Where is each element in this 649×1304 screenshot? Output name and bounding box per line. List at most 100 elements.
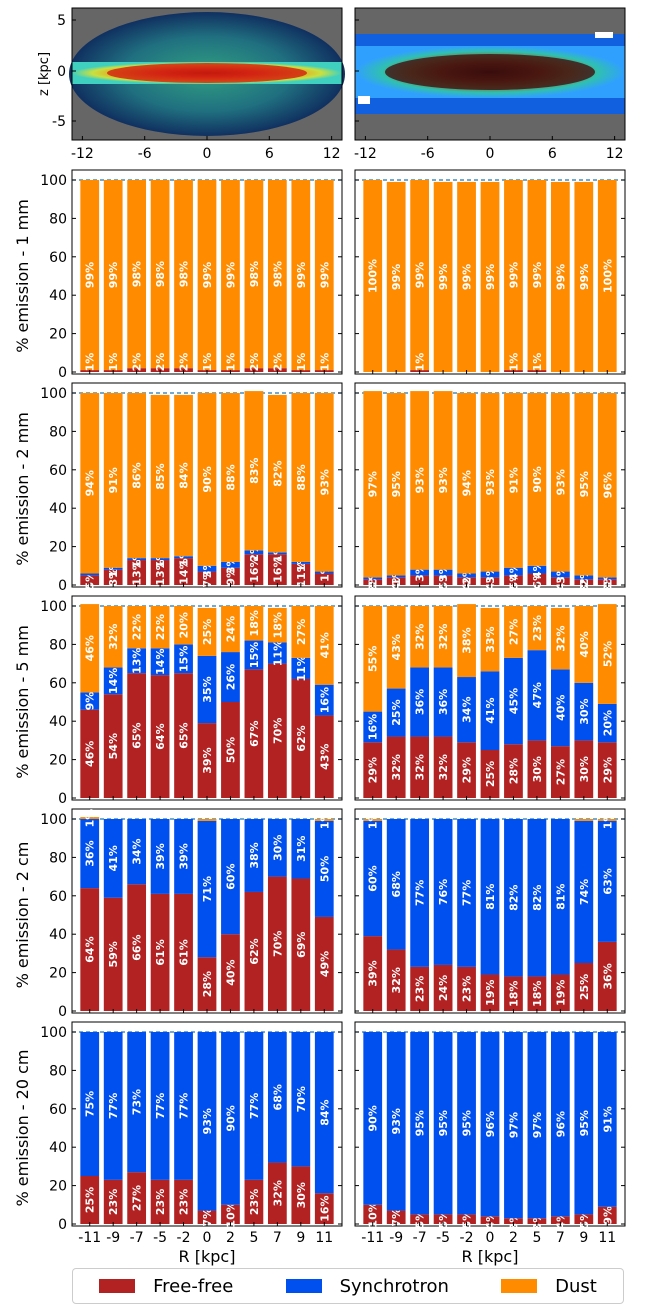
- bar-label: 99%: [437, 264, 450, 290]
- bar-label: 31%: [295, 836, 308, 862]
- bar-segment: [267, 554, 287, 585]
- bar-label: 30%: [531, 756, 544, 782]
- bar-label: 61%: [154, 939, 167, 965]
- bar-label: 40%: [554, 695, 567, 721]
- bar-segment: [244, 669, 264, 798]
- bar-segment: [221, 567, 240, 585]
- y-tick-label: 40: [49, 288, 67, 304]
- bar-segment: [433, 181, 453, 372]
- map-x-tick-label: -6: [421, 146, 435, 162]
- bar-segment: [504, 744, 523, 798]
- bar-label: 40%: [578, 631, 591, 657]
- bar-label: 15%: [178, 646, 191, 672]
- map-ticks: 5 0 -5 -12 -6 0 6 12 -12 -6 0 6 12: [52, 13, 623, 162]
- bar-label: 26%: [224, 664, 237, 690]
- bar-segment: [197, 819, 217, 821]
- bar-label: 93%: [390, 1108, 403, 1134]
- bar-label: 90%: [367, 1105, 380, 1131]
- bar-label: 65%: [131, 722, 144, 748]
- bar-label: 18%: [531, 981, 544, 1007]
- bar-segment: [480, 181, 500, 372]
- bar-label: 32%: [437, 754, 450, 780]
- bar-label: 59%: [107, 941, 120, 967]
- bar-segment: [597, 941, 617, 1011]
- x-tick-label: 9: [296, 1230, 305, 1246]
- bar-segment: [291, 678, 311, 798]
- bar-label: 1%: [531, 353, 544, 372]
- bar-segment: [127, 560, 147, 585]
- bar-label: 54%: [107, 733, 120, 759]
- bar-segment: [267, 394, 287, 553]
- y-tick-label: 40: [49, 714, 67, 730]
- y-tick-label: 0: [58, 1004, 67, 1020]
- bar-label: 1%: [201, 353, 214, 372]
- bar-label: 98%: [271, 261, 284, 287]
- bar-label: 32%: [437, 624, 450, 650]
- bar-segment: [197, 565, 217, 572]
- bar-label: 24%: [224, 616, 237, 642]
- x-tick-label: -11: [361, 1230, 384, 1246]
- bar-segment: [221, 1204, 240, 1224]
- bar-segment: [504, 1218, 523, 1224]
- bar-segment: [386, 577, 406, 585]
- bar-label: 1%: [84, 809, 97, 828]
- bar-segment: [291, 819, 311, 879]
- bar-segment: [574, 963, 594, 1011]
- bar-segment: [314, 571, 334, 574]
- bar-segment: [80, 819, 100, 889]
- bar-label: 71%: [201, 876, 214, 902]
- bar-segment: [433, 964, 453, 1011]
- bar-segment: [244, 550, 264, 555]
- bar-label: 49%: [318, 951, 331, 977]
- x-tick-label: -5: [436, 1230, 450, 1246]
- bar-label: 81%: [484, 884, 497, 910]
- y-tick-label: 100: [40, 386, 67, 402]
- bar-label: 99%: [201, 262, 214, 288]
- y-tick-label: 100: [40, 1025, 67, 1041]
- bar-segment: [267, 1032, 287, 1163]
- bar-segment: [244, 606, 264, 641]
- bar-segment: [291, 563, 311, 585]
- bar-segment: [363, 606, 383, 712]
- bar-segment: [457, 1032, 476, 1215]
- bar-segment: [244, 554, 264, 585]
- bar-segment: [574, 682, 594, 741]
- bar-label: 99%: [295, 262, 308, 288]
- bar-label: 27%: [295, 619, 308, 645]
- bar-segment: [410, 575, 430, 585]
- bar-segment: [574, 740, 594, 798]
- bar-segment: [574, 181, 594, 372]
- map-x-tick-label: 0: [203, 146, 212, 162]
- bar-segment: [174, 556, 193, 559]
- bar-segment: [386, 688, 406, 737]
- bar-panel-0: 0 20 40 60 80 100 % emission - 1 mm 99% 1% 99% 1% 9…: [13, 169, 343, 381]
- bar-segment: [314, 1193, 334, 1224]
- bar-label: 88%: [224, 464, 237, 490]
- bar-segment: [174, 673, 193, 798]
- bar-segment: [410, 391, 430, 570]
- bar-segment: [291, 878, 311, 1011]
- bar-label: 97%: [531, 1112, 544, 1138]
- bar-label: 41%: [318, 632, 331, 658]
- bar-segment: [150, 394, 170, 559]
- bar-label: 99%: [318, 262, 331, 288]
- bar-label: 60%: [224, 863, 237, 889]
- x-tick-label: -9: [106, 1230, 120, 1246]
- bar-segment: [103, 897, 123, 1011]
- bar-segment: [150, 675, 170, 798]
- bar-segment: [267, 552, 287, 555]
- x-tick-label: -9: [389, 1230, 403, 1246]
- bar-label: 2%: [248, 353, 261, 372]
- bar-segment: [597, 820, 617, 942]
- bar-segment: [127, 606, 147, 649]
- map-x-tick-label: 12: [323, 146, 341, 162]
- bar-label: 32%: [554, 625, 567, 651]
- map-x-tick-label: 6: [265, 146, 274, 162]
- bar-segment: [314, 916, 334, 1011]
- bar-segment: [527, 819, 547, 977]
- bar-label: 99%: [84, 262, 97, 288]
- legend-swatch-free-free: [99, 1279, 136, 1293]
- bar-segment: [103, 1179, 123, 1224]
- bar-label: 82%: [271, 460, 284, 486]
